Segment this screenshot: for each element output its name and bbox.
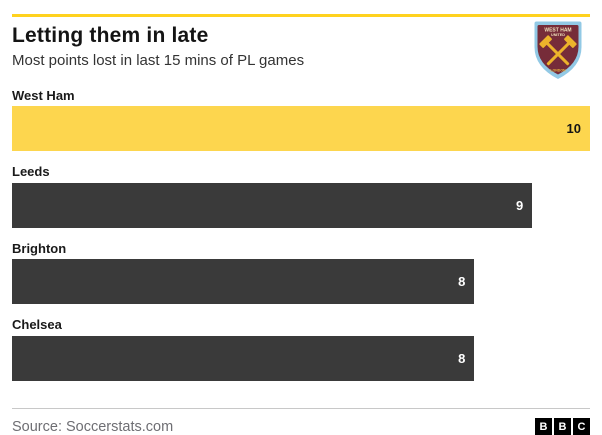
page-subtitle: Most points lost in last 15 mins of PL g…: [12, 52, 305, 70]
chart-header: Letting them in late Most points lost in…: [12, 21, 590, 79]
page-title: Letting them in late: [12, 24, 209, 47]
bar-value: 8: [458, 351, 466, 367]
bar-value: 10: [566, 121, 581, 137]
footer-divider: [12, 408, 590, 409]
bar-row: Brighton 8: [12, 241, 590, 305]
bar-row: Chelsea 8: [12, 317, 590, 382]
bbc-logo-letter: B: [535, 418, 552, 435]
chart-footer: Source: Soccerstats.com B B C: [12, 408, 590, 435]
bar-label: West Ham: [12, 87, 75, 103]
bar-chart: West Ham 10 Leeds 9 Brighton 8 Chelsea 8: [12, 88, 590, 382]
bbc-logo: B B C: [535, 418, 590, 435]
bbc-logo-letter: C: [573, 418, 590, 435]
crest-text-line3: LONDON: [550, 69, 566, 73]
crest-text-line2: UNITED: [551, 33, 565, 37]
bar-west-ham: 10: [12, 106, 590, 152]
bar-value: 8: [458, 274, 466, 290]
bar-value: 9: [515, 197, 524, 213]
bbc-logo-letter: B: [554, 418, 571, 435]
accent-rule: [12, 14, 590, 17]
bar-brighton: 8: [12, 259, 475, 305]
west-ham-crest-icon: WEST HAM UNITED LONDON: [533, 21, 583, 80]
bar-row: Leeds 9: [12, 164, 590, 228]
bar-label: Chelsea: [12, 317, 62, 333]
bar-label: Brighton: [12, 240, 67, 256]
bar-row: West Ham 10: [12, 88, 590, 152]
source-text: Source: Soccerstats.com: [12, 418, 174, 435]
crest-text-line1: WEST HAM: [544, 28, 571, 34]
chart-card: Letting them in late Most points lost in…: [0, 14, 602, 435]
bar-label: Leeds: [12, 164, 50, 180]
bar-chelsea: 8: [12, 336, 475, 382]
bar-leeds: 9: [12, 182, 533, 228]
